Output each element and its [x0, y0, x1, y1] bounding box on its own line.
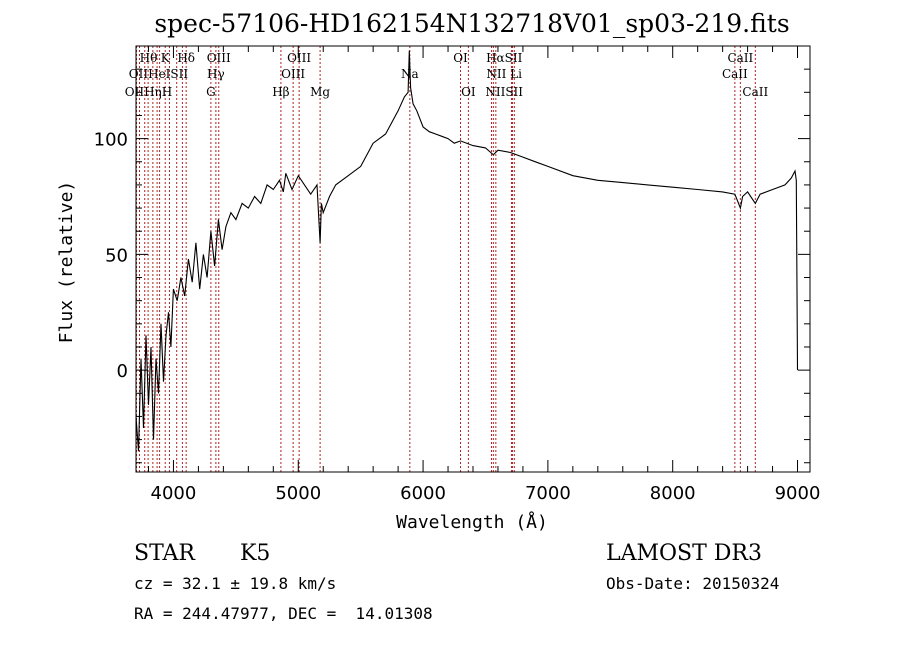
x-tick-label: 8000: [650, 483, 696, 504]
line-marker-labels: Hθ K Hδ OIII OIII OI HαSII CaII OIIHeISII Hγ OIII N…: [125, 51, 769, 99]
marker-label-row2-0: OIIHeISII: [129, 67, 189, 81]
x-tick-label: 4000: [151, 483, 197, 504]
marker-label-row3-4: OI: [461, 85, 476, 99]
marker-label-row1-7: CaII: [727, 51, 753, 65]
marker-label-row3-1: G: [206, 85, 216, 99]
marker-label-row1-3: OIII: [207, 51, 231, 65]
redshift-readout: cz = 32.1 ± 19.8 km/s: [134, 574, 336, 593]
survey-name: LAMOST DR3: [606, 541, 762, 566]
marker-label-row2-1: Hγ: [207, 67, 225, 81]
marker-label-row3-0: OIIHηH: [125, 85, 172, 99]
marker-label-row1-1: K: [161, 51, 171, 65]
spectrum-series-line: [135, 50, 799, 452]
x-axis-ticks: 4000 5000 6000 7000 8000 9000: [147, 46, 821, 504]
marker-label-row2-4: NII Li: [486, 67, 522, 81]
marker-label-row1-4: OIII: [287, 51, 311, 65]
x-tick-label: 9000: [775, 483, 821, 504]
plot-frame: [135, 45, 811, 473]
marker-label-row3-5: NIISII: [485, 85, 523, 99]
y-tick-label: 50: [105, 245, 128, 266]
marker-label-row3-2: Hβ: [272, 85, 289, 99]
marker-label-row3-3: Mg: [310, 85, 330, 99]
object-subclass: K5: [240, 541, 270, 566]
marker-label-row2-2: OIII: [281, 67, 305, 81]
y-axis-ticks: 0 50 100: [94, 45, 810, 464]
y-axis-label: Flux (relative): [56, 181, 77, 344]
x-tick-label: 7000: [525, 483, 571, 504]
x-axis-label: Wavelength (Å): [396, 511, 548, 533]
marker-label-row2-5: CaII: [722, 67, 748, 81]
marker-label-row1-5: OI: [453, 51, 468, 65]
marker-label-row1-6: HαSII: [486, 51, 523, 65]
coordinates-readout: RA = 244.47977, DEC = 14.01308: [134, 604, 433, 623]
marker-label-row3-6: CaII: [742, 85, 768, 99]
line-markers: [135, 46, 756, 472]
object-class: STAR: [134, 541, 196, 566]
x-tick-label: 6000: [400, 483, 446, 504]
marker-label-row1-2: Hδ: [177, 51, 195, 65]
y-tick-label: 100: [94, 130, 128, 151]
y-tick-label: 0: [117, 361, 128, 382]
x-tick-label: 5000: [275, 483, 321, 504]
marker-label-row1-0: Hθ: [140, 51, 158, 65]
obs-date: Obs-Date: 20150324: [606, 574, 779, 593]
chart-title: spec-57106-HD162154N132718V01_sp03-219.f…: [154, 9, 789, 38]
